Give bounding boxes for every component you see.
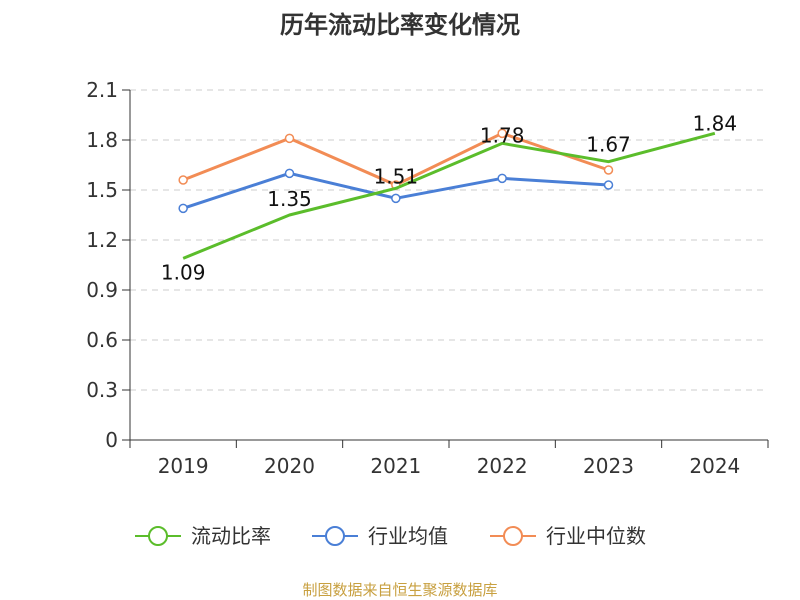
x-tick-label: 2022: [477, 454, 528, 478]
data-point: [284, 133, 295, 144]
y-tick-label: 0.3: [86, 378, 118, 402]
legend-marker: [503, 526, 523, 546]
data-label: 1.78: [480, 123, 525, 147]
data-point: [178, 203, 188, 214]
data-point: [497, 173, 507, 184]
data-label: 1.09: [161, 260, 206, 284]
data-point: [603, 180, 614, 190]
x-tick-label: 2020: [264, 454, 315, 478]
source-note: 制图数据来自恒生聚源数据库: [302, 581, 497, 599]
legend-marker: [148, 526, 168, 546]
data-point: [178, 175, 188, 185]
x-axis: 2019 2020 2021 2022 2023 2024: [129, 439, 769, 478]
legend-marker: [325, 526, 345, 546]
y-tick-label: 0.9: [86, 278, 118, 302]
series-line: [182, 131, 716, 260]
legend: 流动比率 行业均值 行业中位数: [135, 524, 646, 548]
grid-lines: [130, 89, 768, 391]
legend-item: 行业均值: [312, 524, 448, 548]
x-tick-label: 2023: [583, 454, 634, 478]
data-point: [603, 165, 614, 175]
series-group: [178, 128, 716, 260]
y-tick-label: 0: [105, 428, 118, 452]
legend-label: 流动比率: [191, 524, 271, 548]
legend-label: 行业中位数: [546, 524, 646, 548]
chart-title: 历年流动比率变化情况: [280, 11, 520, 39]
data-labels: 1.09 1.35 1.51 1.78 1.67 1.84: [161, 111, 737, 284]
x-tick-label: 2024: [689, 454, 740, 478]
data-label: 1.35: [267, 187, 312, 211]
y-tick-label: 0.6: [86, 328, 118, 352]
y-tick-label: 2.1: [86, 78, 118, 102]
data-label: 1.67: [586, 133, 631, 157]
y-axis: 0 0.3 0.6 0.9 1.2 1.5 1.8 2.1: [86, 78, 131, 452]
legend-label: 行业均值: [368, 524, 448, 548]
x-tick-label: 2021: [370, 454, 421, 478]
data-label: 1.84: [693, 111, 738, 135]
data-label: 1.51: [374, 164, 419, 188]
data-point: [284, 168, 295, 179]
y-tick-label: 1.8: [86, 128, 118, 152]
legend-item: 行业中位数: [490, 524, 646, 548]
y-tick-label: 1.5: [86, 178, 118, 202]
x-tick-label: 2019: [158, 454, 209, 478]
data-point: [497, 128, 507, 139]
data-point: [391, 193, 401, 204]
y-tick-label: 1.2: [86, 228, 118, 252]
legend-item: 流动比率: [135, 524, 271, 548]
